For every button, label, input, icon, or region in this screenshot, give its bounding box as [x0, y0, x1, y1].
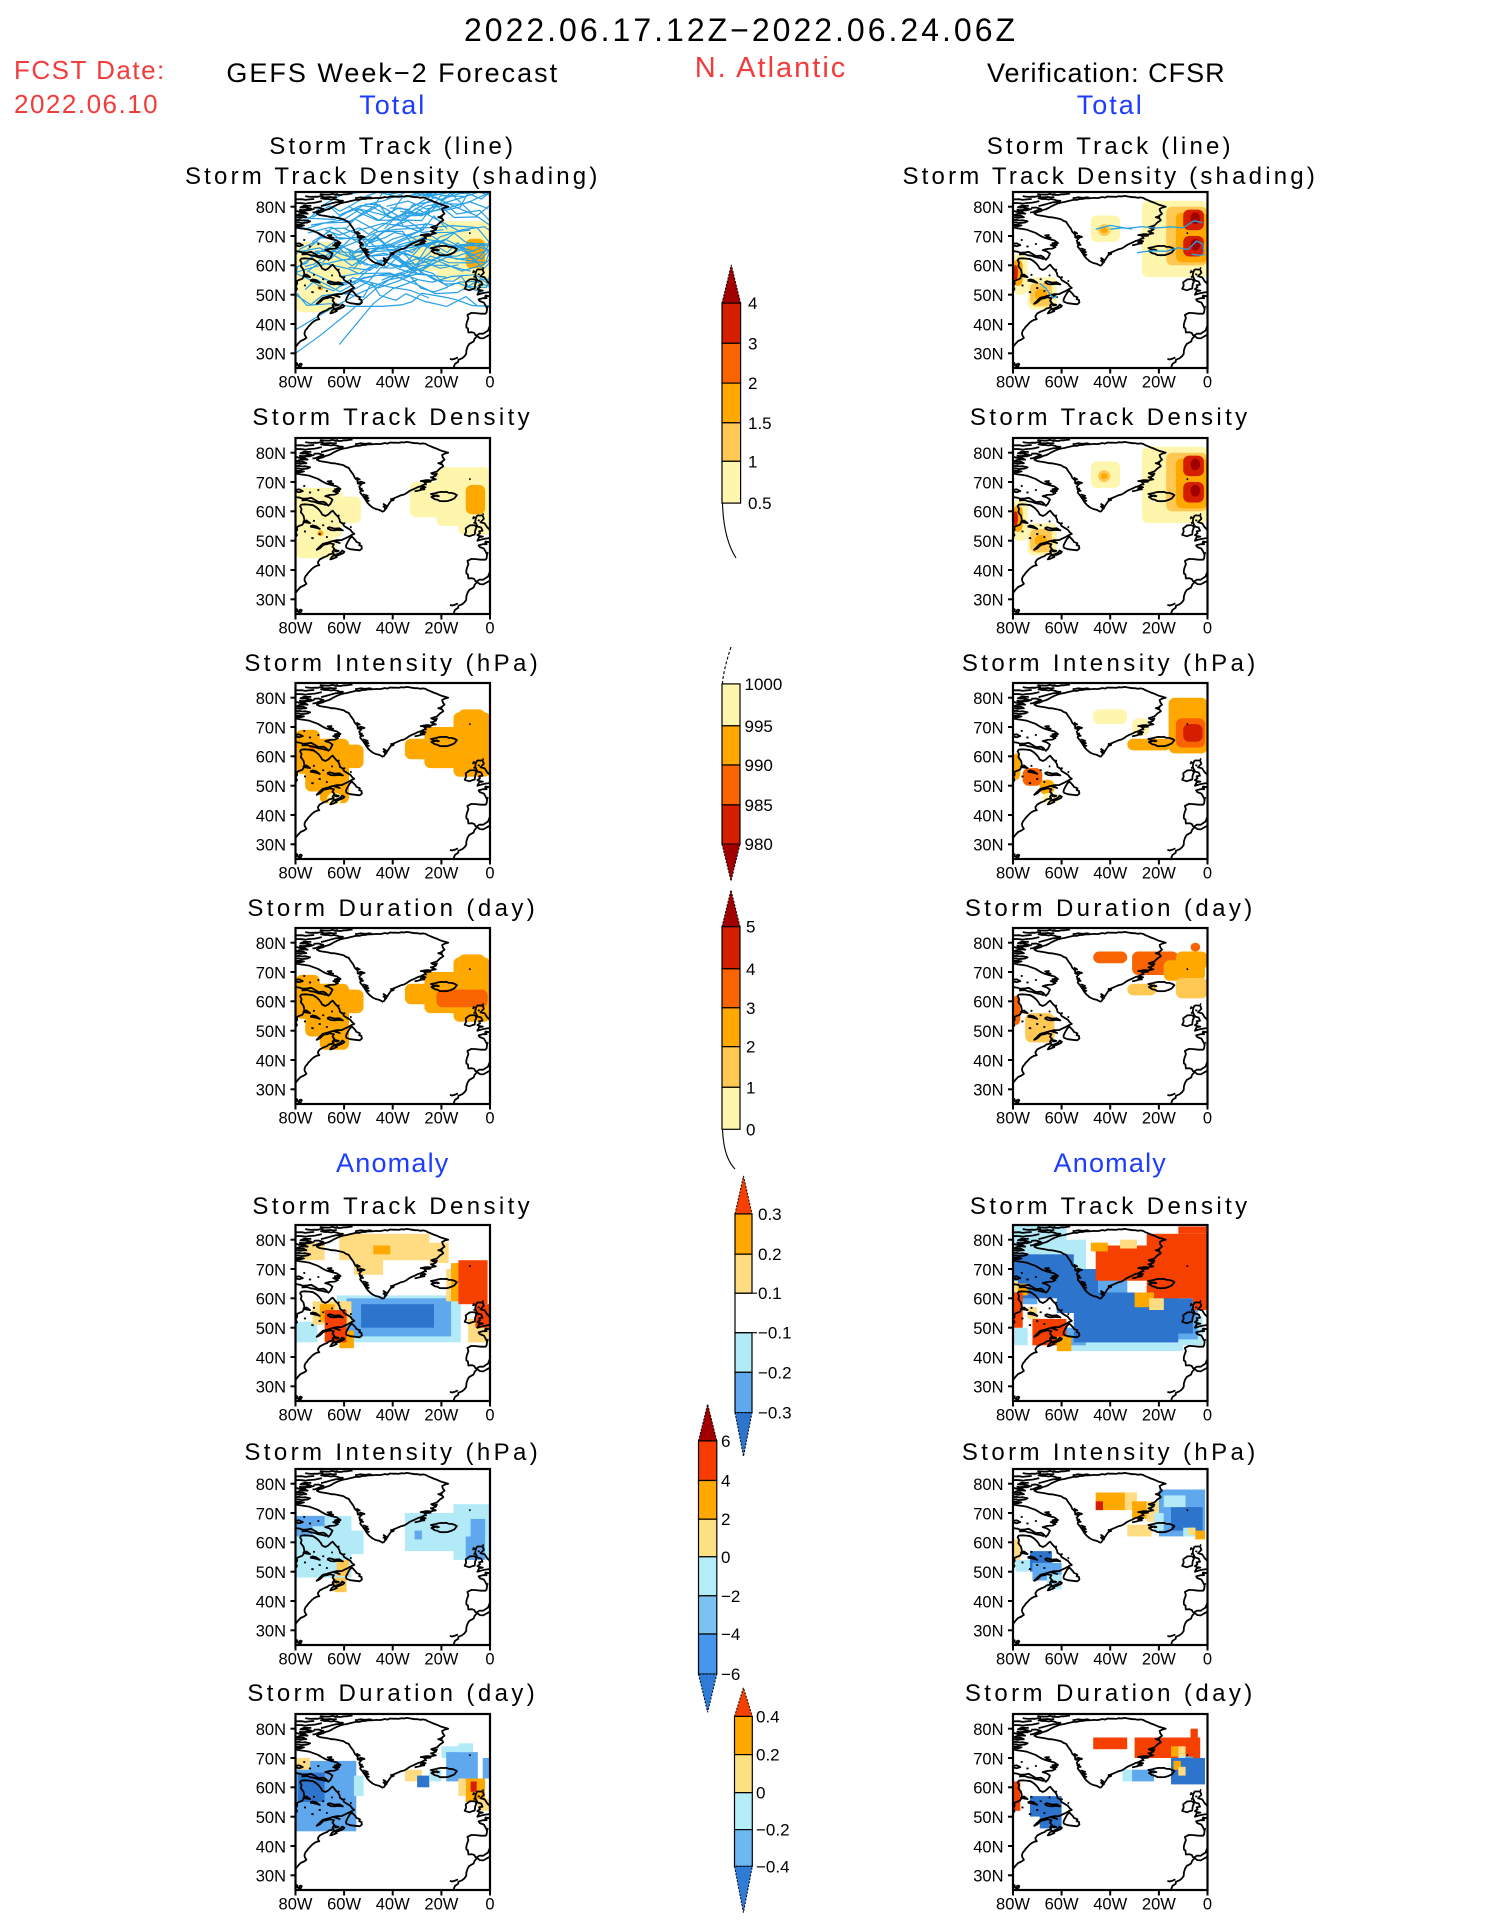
svg-text:0: 0: [756, 1784, 765, 1803]
svg-text:0.5: 0.5: [748, 494, 772, 513]
svg-text:−0.2: −0.2: [756, 1821, 790, 1840]
svg-text:0: 0: [746, 1120, 755, 1139]
svg-text:1000: 1000: [745, 675, 783, 694]
svg-text:2: 2: [748, 374, 757, 393]
svg-text:Storm Duration (day): Storm Duration (day): [247, 1680, 538, 1707]
svg-text:985: 985: [745, 796, 773, 815]
svg-text:Storm Intensity (hPa): Storm Intensity (hPa): [244, 1439, 541, 1466]
svg-text:−0.4: −0.4: [756, 1857, 790, 1876]
svg-text:0.2: 0.2: [756, 1746, 780, 1765]
svg-text:Anomaly: Anomaly: [336, 1148, 449, 1178]
svg-text:Storm Intensity (hPa): Storm Intensity (hPa): [962, 1439, 1259, 1466]
svg-text:Storm Track Density: Storm Track Density: [252, 404, 533, 431]
svg-text:Anomaly: Anomaly: [1054, 1148, 1167, 1178]
svg-text:3: 3: [746, 999, 755, 1018]
svg-text:2022.06.10: 2022.06.10: [14, 89, 159, 119]
svg-text:Verification: CFSR: Verification: CFSR: [987, 58, 1226, 88]
svg-text:Storm Duration (day): Storm Duration (day): [965, 1680, 1256, 1707]
svg-text:Storm Duration (day): Storm Duration (day): [965, 895, 1256, 922]
svg-text:3: 3: [748, 334, 757, 353]
svg-text:Total: Total: [359, 90, 426, 120]
svg-text:Storm Track Density: Storm Track Density: [970, 1193, 1251, 1220]
svg-text:4: 4: [721, 1472, 730, 1491]
svg-text:1.5: 1.5: [748, 414, 772, 433]
svg-text:0.2: 0.2: [758, 1245, 782, 1264]
svg-text:−0.2: −0.2: [758, 1363, 792, 1382]
svg-text:Storm Track Density: Storm Track Density: [970, 404, 1251, 431]
svg-text:1: 1: [746, 1078, 755, 1097]
svg-text:−0.3: −0.3: [758, 1404, 792, 1423]
svg-text:Storm Intensity (hPa): Storm Intensity (hPa): [962, 650, 1259, 677]
svg-text:−2: −2: [721, 1587, 740, 1606]
svg-text:995: 995: [745, 717, 773, 736]
svg-text:1: 1: [748, 452, 757, 471]
svg-text:2: 2: [746, 1038, 755, 1057]
svg-text:0.4: 0.4: [756, 1707, 780, 1726]
svg-text:4: 4: [748, 294, 757, 313]
svg-text:Total: Total: [1077, 90, 1144, 120]
svg-text:5: 5: [746, 918, 755, 937]
svg-text:Storm Track (line): Storm Track (line): [269, 133, 516, 160]
svg-text:Storm Track (line): Storm Track (line): [987, 133, 1234, 160]
svg-text:980: 980: [745, 835, 773, 854]
svg-text:−0.1: −0.1: [758, 1324, 792, 1343]
svg-text:4: 4: [746, 960, 755, 979]
svg-text:−6: −6: [721, 1665, 740, 1684]
svg-text:Storm Track Density (shading): Storm Track Density (shading): [902, 163, 1318, 190]
svg-text:Storm Track Density: Storm Track Density: [252, 1193, 533, 1220]
svg-text:2022.06.17.12Z−2022.06.24.06Z: 2022.06.17.12Z−2022.06.24.06Z: [464, 12, 1018, 48]
svg-text:N. Atlantic: N. Atlantic: [695, 52, 848, 84]
svg-text:GEFS Week−2 Forecast: GEFS Week−2 Forecast: [226, 58, 559, 88]
svg-text:2: 2: [721, 1510, 730, 1529]
svg-text:Storm Duration (day): Storm Duration (day): [247, 895, 538, 922]
svg-text:6: 6: [721, 1432, 730, 1451]
svg-text:990: 990: [745, 756, 773, 775]
svg-text:0.1: 0.1: [758, 1284, 782, 1303]
svg-text:Storm Intensity (hPa): Storm Intensity (hPa): [244, 650, 541, 677]
svg-text:0.3: 0.3: [758, 1205, 782, 1224]
svg-text:−4: −4: [721, 1625, 740, 1644]
svg-text:0: 0: [721, 1548, 730, 1567]
svg-text:Storm Track Density (shading): Storm Track Density (shading): [185, 163, 601, 190]
svg-text:FCST Date:: FCST Date:: [14, 55, 166, 85]
